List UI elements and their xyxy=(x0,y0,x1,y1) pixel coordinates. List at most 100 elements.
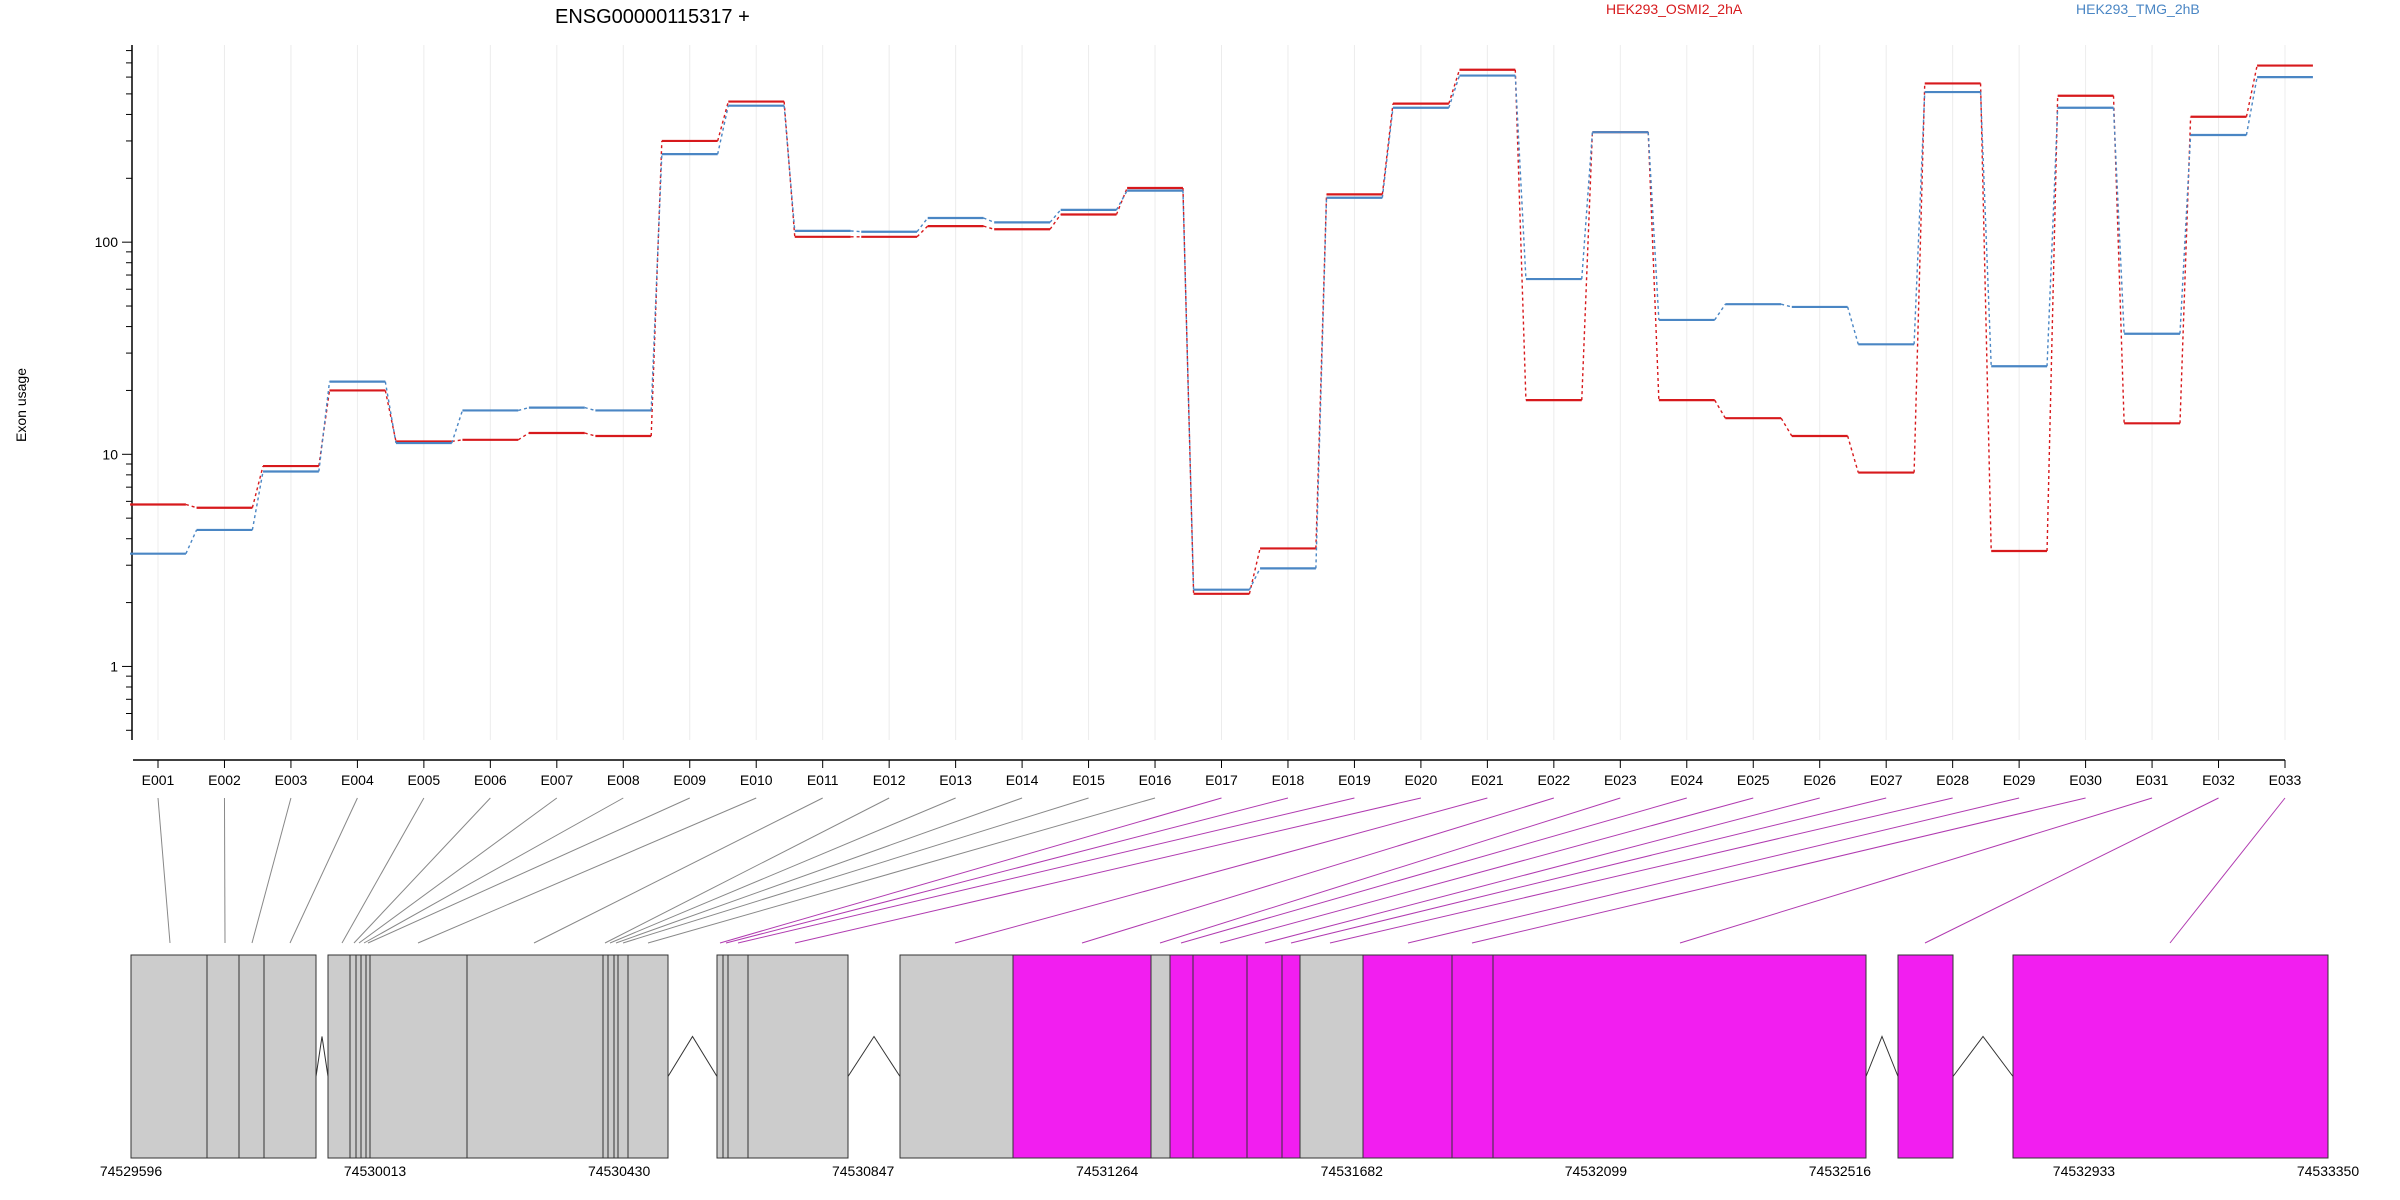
exon-connector xyxy=(1159,797,1621,944)
series-connector xyxy=(1581,132,1594,280)
x-tick-label: E025 xyxy=(1737,772,1770,788)
series-connector xyxy=(185,529,198,554)
x-tick-label: E008 xyxy=(607,772,640,788)
exon-connector xyxy=(1329,797,1953,944)
exon-connector xyxy=(1081,797,1554,944)
series-connector xyxy=(451,410,464,444)
exon-connector xyxy=(1924,797,2219,944)
exon-block xyxy=(747,954,849,1159)
exon-block xyxy=(369,954,468,1159)
exon-connector xyxy=(647,797,1156,944)
exon-connector xyxy=(1471,797,2086,944)
series-connector xyxy=(1780,303,1792,308)
exon-connector xyxy=(1264,797,1820,944)
series-connector xyxy=(251,471,264,531)
exon-block xyxy=(349,954,357,1159)
legend-series-2: HEK293_TMG_2hB xyxy=(2076,1,2200,17)
series-connector xyxy=(384,381,397,444)
exon-block xyxy=(716,954,724,1159)
exon-connector xyxy=(1679,797,2153,944)
x-tick-label: E028 xyxy=(1936,772,1969,788)
exon-connector xyxy=(622,797,1089,944)
x-tick-label: E021 xyxy=(1471,772,1504,788)
exon-block xyxy=(1299,954,1364,1159)
exon-block-highlighted xyxy=(1246,954,1283,1159)
exon-block-highlighted xyxy=(1362,954,1453,1159)
exon-connector xyxy=(1180,797,1687,944)
x-tick-label: E009 xyxy=(673,772,706,788)
exon-connector xyxy=(604,797,890,944)
series-connector xyxy=(2046,107,2059,367)
coordinate-label: 74531264 xyxy=(1076,1163,1139,1179)
exon-block-highlighted xyxy=(1192,954,1248,1159)
x-tick-label: E018 xyxy=(1272,772,1305,788)
series-connector xyxy=(517,432,530,441)
series-connector xyxy=(1248,568,1261,591)
series-2 xyxy=(130,74,2313,591)
x-tick-label: E001 xyxy=(142,772,175,788)
x-tick-label: E014 xyxy=(1006,772,1039,788)
exon-connector xyxy=(353,797,491,944)
exon-block xyxy=(627,954,669,1159)
series-connector xyxy=(1182,187,1195,594)
series-connector xyxy=(1115,187,1128,215)
x-tick-label: E002 xyxy=(208,772,241,788)
x-tick-label: E032 xyxy=(2202,772,2235,788)
series-connector xyxy=(1514,69,1527,401)
x-tick-label: E030 xyxy=(2069,772,2102,788)
coordinate-label: 74532933 xyxy=(2053,1163,2116,1179)
exon-block xyxy=(613,954,619,1159)
exon-connector xyxy=(1219,797,1754,944)
exon-block xyxy=(617,954,629,1159)
series-connector xyxy=(1448,69,1461,104)
series-connector xyxy=(850,230,862,233)
exon-block xyxy=(365,954,371,1159)
x-tick-label: E004 xyxy=(341,772,374,788)
coordinate-label: 74529596 xyxy=(100,1163,163,1179)
series-connector xyxy=(1115,190,1128,211)
coordinate-label: 74533350 xyxy=(2297,1163,2360,1179)
series-connector xyxy=(2112,107,2125,334)
vertical-gridlines xyxy=(157,45,2286,740)
exon-connector xyxy=(157,797,171,944)
x-tick-label: E033 xyxy=(2269,772,2302,788)
series-connector xyxy=(584,432,596,437)
series-connector xyxy=(916,217,929,233)
x-tick-label: E010 xyxy=(740,772,773,788)
exon-connector xyxy=(223,797,226,944)
series-connector xyxy=(2046,95,2059,552)
genomic-coordinate-labels: 74529596 74530013 74530430 74530847 74531264… xyxy=(100,1163,2360,1179)
exon-block xyxy=(466,954,604,1159)
series-connector xyxy=(251,465,264,508)
exon-block xyxy=(355,954,362,1159)
series-connector xyxy=(783,105,796,231)
exon-block-highlighted xyxy=(2012,954,2329,1159)
exon-connector xyxy=(417,797,757,944)
y-axis-label: Exon usage xyxy=(13,368,29,442)
exon-block xyxy=(206,954,240,1159)
exon-connector xyxy=(341,797,425,944)
y-tick-label: 100 xyxy=(95,234,119,250)
exon-connector xyxy=(794,797,1422,944)
x-tick-label: E027 xyxy=(1870,772,1903,788)
exon-connector xyxy=(1407,797,2020,944)
series-connector xyxy=(1049,209,1062,223)
x-tick-label: E024 xyxy=(1670,772,1703,788)
y-axis: 1 10 100 xyxy=(95,45,133,740)
series-connector xyxy=(1979,92,1992,367)
x-tick-label: E029 xyxy=(2003,772,2036,788)
series-connector xyxy=(185,503,197,509)
x-tick-label: E026 xyxy=(1803,772,1836,788)
series-connector xyxy=(451,439,463,443)
series-connector xyxy=(983,225,995,230)
x-tick-label: E031 xyxy=(2136,772,2169,788)
x-tick-label: E012 xyxy=(873,772,906,788)
exon-block xyxy=(1150,954,1171,1159)
series-connector xyxy=(1182,190,1195,590)
series-connector xyxy=(1514,75,1527,280)
series-layer xyxy=(130,64,2313,595)
series-connector xyxy=(384,390,397,442)
x-tick-label: E020 xyxy=(1405,772,1438,788)
series-connector xyxy=(1581,132,1594,401)
x-tick-label: E015 xyxy=(1072,772,1105,788)
